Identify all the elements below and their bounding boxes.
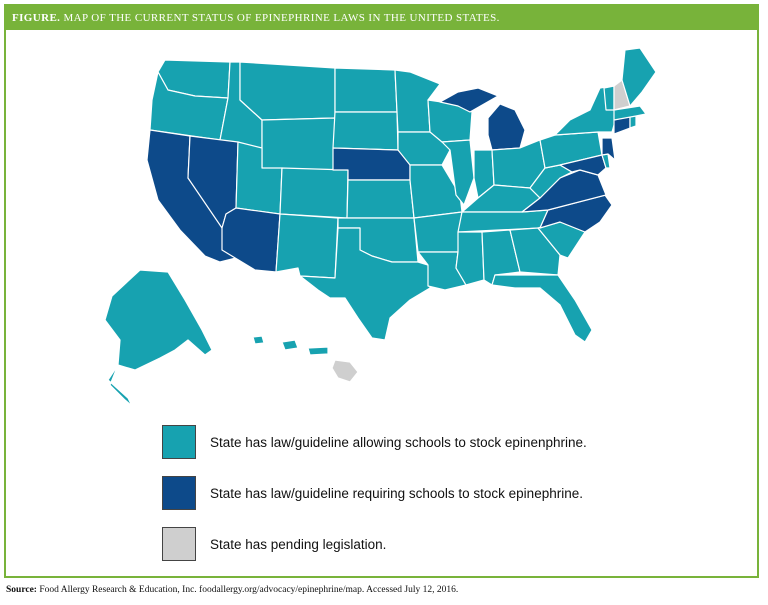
legend-item-allowing: State has law/guideline allowing schools… [162,425,587,459]
state-colorado [279,167,349,219]
state-hawaii-1 [252,335,265,345]
state-hawaii-2 [281,339,299,351]
state-new-jersey [601,137,616,161]
state-south-dakota [332,111,399,151]
state-rhode-island [629,115,637,129]
state-montana [239,61,336,121]
state-hawaii-4 [331,359,359,383]
state-michigan-upper [439,87,499,113]
legend-label-pending: State has pending legislation. [210,536,387,552]
swatch-pending [162,527,196,561]
legend-label-requiring: State has law/guideline requiring school… [210,485,583,501]
swatch-requiring [162,476,196,510]
state-texas [299,227,431,341]
state-arkansas [413,211,463,253]
state-arizona [221,207,281,273]
legend-item-pending: State has pending legislation. [162,527,386,561]
state-alaska-islands [107,364,133,407]
state-illinois [441,139,475,206]
state-massachusetts [613,105,647,121]
swatch-allowing [162,425,196,459]
state-wyoming [261,117,336,171]
legend-item-requiring: State has law/guideline requiring school… [162,476,583,510]
state-new-mexico [275,213,339,279]
state-north-dakota [334,67,398,113]
state-hawaii-3 [307,346,329,356]
source-note: Source: Food Allergy Research & Educatio… [6,585,459,595]
state-michigan [487,103,526,151]
legend-label-allowing: State has law/guideline allowing schools… [210,434,587,450]
figure-title: FIGURE. MAP OF THE CURRENT STATUS OF EPI… [6,6,757,30]
state-kansas [346,179,415,219]
state-alaska [104,269,213,371]
state-maine [621,47,657,107]
state-florida [491,274,593,343]
state-vermont [603,85,615,111]
